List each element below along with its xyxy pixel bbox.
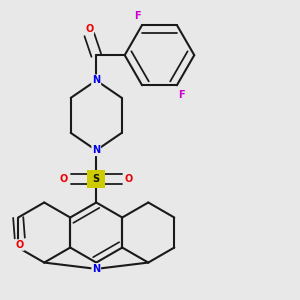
Text: N: N (92, 75, 100, 85)
FancyBboxPatch shape (87, 170, 105, 188)
Text: O: O (60, 174, 68, 184)
Text: F: F (178, 90, 185, 100)
Text: O: O (124, 174, 133, 184)
Text: F: F (134, 11, 141, 20)
Text: N: N (92, 264, 100, 274)
Text: O: O (85, 24, 93, 34)
Text: N: N (92, 75, 100, 85)
Text: S: S (93, 174, 100, 184)
Text: N: N (92, 145, 100, 155)
Text: O: O (16, 240, 24, 250)
